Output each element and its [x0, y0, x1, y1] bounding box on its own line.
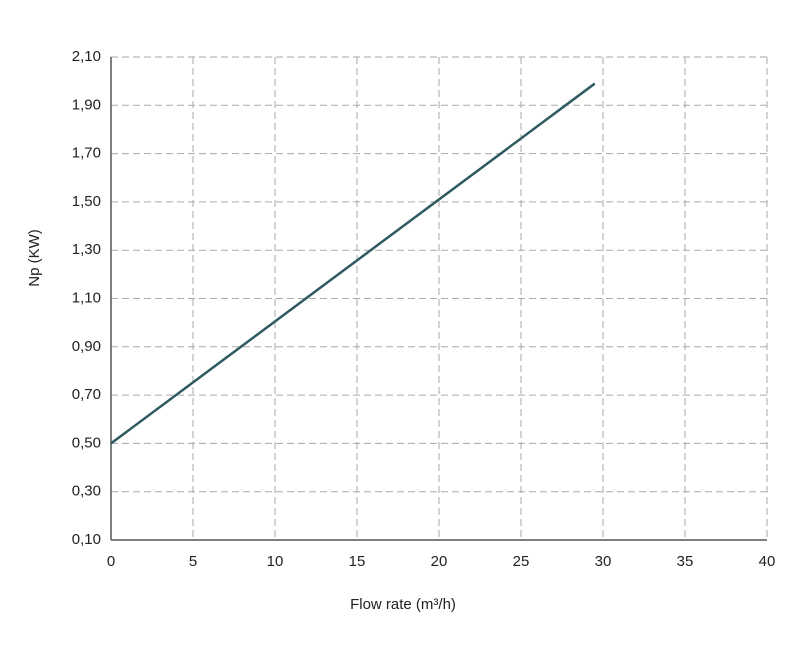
y-tick-label: 0,30 — [72, 483, 101, 500]
x-tick-label: 40 — [759, 553, 776, 570]
y-tick-label: 1,70 — [72, 145, 101, 162]
x-tick-label: 20 — [431, 553, 448, 570]
y-tick-label: 0,50 — [72, 434, 101, 451]
x-tick-label: 35 — [677, 553, 694, 570]
y-tick-label: 1,10 — [72, 289, 101, 306]
data-line — [110, 82, 596, 445]
y-axis-title: Np (KW) — [26, 229, 43, 287]
x-tick-label: 25 — [513, 553, 530, 570]
y-tick-label: 1,90 — [72, 96, 101, 113]
x-tick-label: 5 — [189, 553, 197, 570]
x-tick-label: 10 — [267, 553, 284, 570]
y-tick-label: 0,70 — [72, 386, 101, 403]
x-axis-title: Flow rate (m³/h) — [350, 596, 456, 613]
y-tick-label: 1,30 — [72, 241, 101, 258]
y-tick-label: 0,10 — [72, 531, 101, 548]
y-tick-label: 1,50 — [72, 193, 101, 210]
y-tick-label: 2,10 — [72, 48, 101, 65]
x-tick-label: 30 — [595, 553, 612, 570]
x-tick-label: 0 — [107, 553, 115, 570]
y-tick-label: 0,90 — [72, 338, 101, 355]
x-tick-label: 15 — [349, 553, 366, 570]
